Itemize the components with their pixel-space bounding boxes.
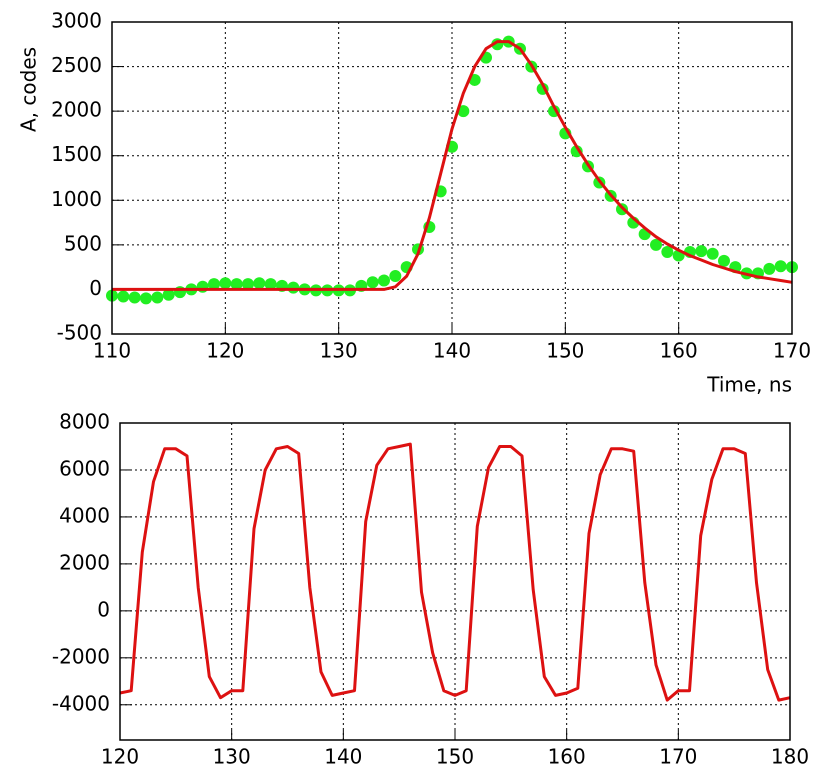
data-point <box>763 262 776 275</box>
x-tick-label: 170 <box>773 339 811 363</box>
data-point <box>650 238 662 251</box>
x-axis-label: Time, ns <box>706 373 792 397</box>
data-point <box>706 247 719 260</box>
x-tick-label: 130 <box>213 745 251 766</box>
data-point <box>208 278 220 291</box>
y-tick-label: -4000 <box>52 691 110 715</box>
data-point <box>264 278 277 291</box>
data-point <box>162 288 175 301</box>
y-tick-label: 2000 <box>51 98 102 122</box>
data-point <box>774 260 787 273</box>
x-tick-label: 140 <box>433 339 471 363</box>
data-point <box>389 270 402 283</box>
y-tick-label: 1000 <box>51 187 102 211</box>
y-tick-label: 500 <box>64 231 102 255</box>
plot-frame <box>111 21 793 335</box>
x-tick-label: 120 <box>206 339 244 363</box>
x-tick-label: 150 <box>546 339 584 363</box>
x-tick-label: 160 <box>548 745 586 766</box>
y-tick-label: 3000 <box>51 9 102 33</box>
y-tick-label: 4000 <box>59 503 110 527</box>
x-tick-label: 170 <box>659 745 697 766</box>
y-tick-label: -500 <box>57 321 102 345</box>
y-tick-label: 6000 <box>59 456 110 480</box>
y-tick-label: -2000 <box>52 644 110 668</box>
data-point <box>242 278 254 291</box>
data-point <box>219 277 232 290</box>
data-point <box>457 105 470 118</box>
data-line <box>112 40 793 291</box>
y-tick-label: 1500 <box>51 142 102 166</box>
data-point <box>253 277 266 290</box>
data-point <box>287 281 300 294</box>
x-tick-label: 120 <box>101 745 139 766</box>
data-point <box>695 245 708 258</box>
x-tick-label: 160 <box>660 339 698 363</box>
x-tick-label: 140 <box>324 745 362 766</box>
data-point <box>378 274 390 287</box>
data-point <box>140 292 152 305</box>
data-point <box>661 245 674 258</box>
y-tick-label: 2000 <box>59 550 110 574</box>
data-point <box>718 254 730 267</box>
data-point <box>196 280 209 293</box>
data-point <box>117 290 130 303</box>
x-tick-label: 110 <box>93 339 131 363</box>
data-point <box>366 276 379 289</box>
data-point <box>151 291 164 304</box>
data-point <box>230 278 243 291</box>
y-tick-label: 0 <box>89 276 102 300</box>
plot-frame <box>119 422 791 741</box>
y-tick-label: 0 <box>97 597 110 621</box>
y-tick-label: 2500 <box>51 53 102 77</box>
data-line <box>119 442 791 702</box>
x-tick-label: 150 <box>436 745 474 766</box>
data-point <box>128 291 141 304</box>
x-tick-label: 180 <box>771 745 809 766</box>
y-tick-label: 8000 <box>59 410 110 434</box>
x-tick-label: 130 <box>320 339 358 363</box>
y-axis-label: A, codes <box>17 47 41 132</box>
